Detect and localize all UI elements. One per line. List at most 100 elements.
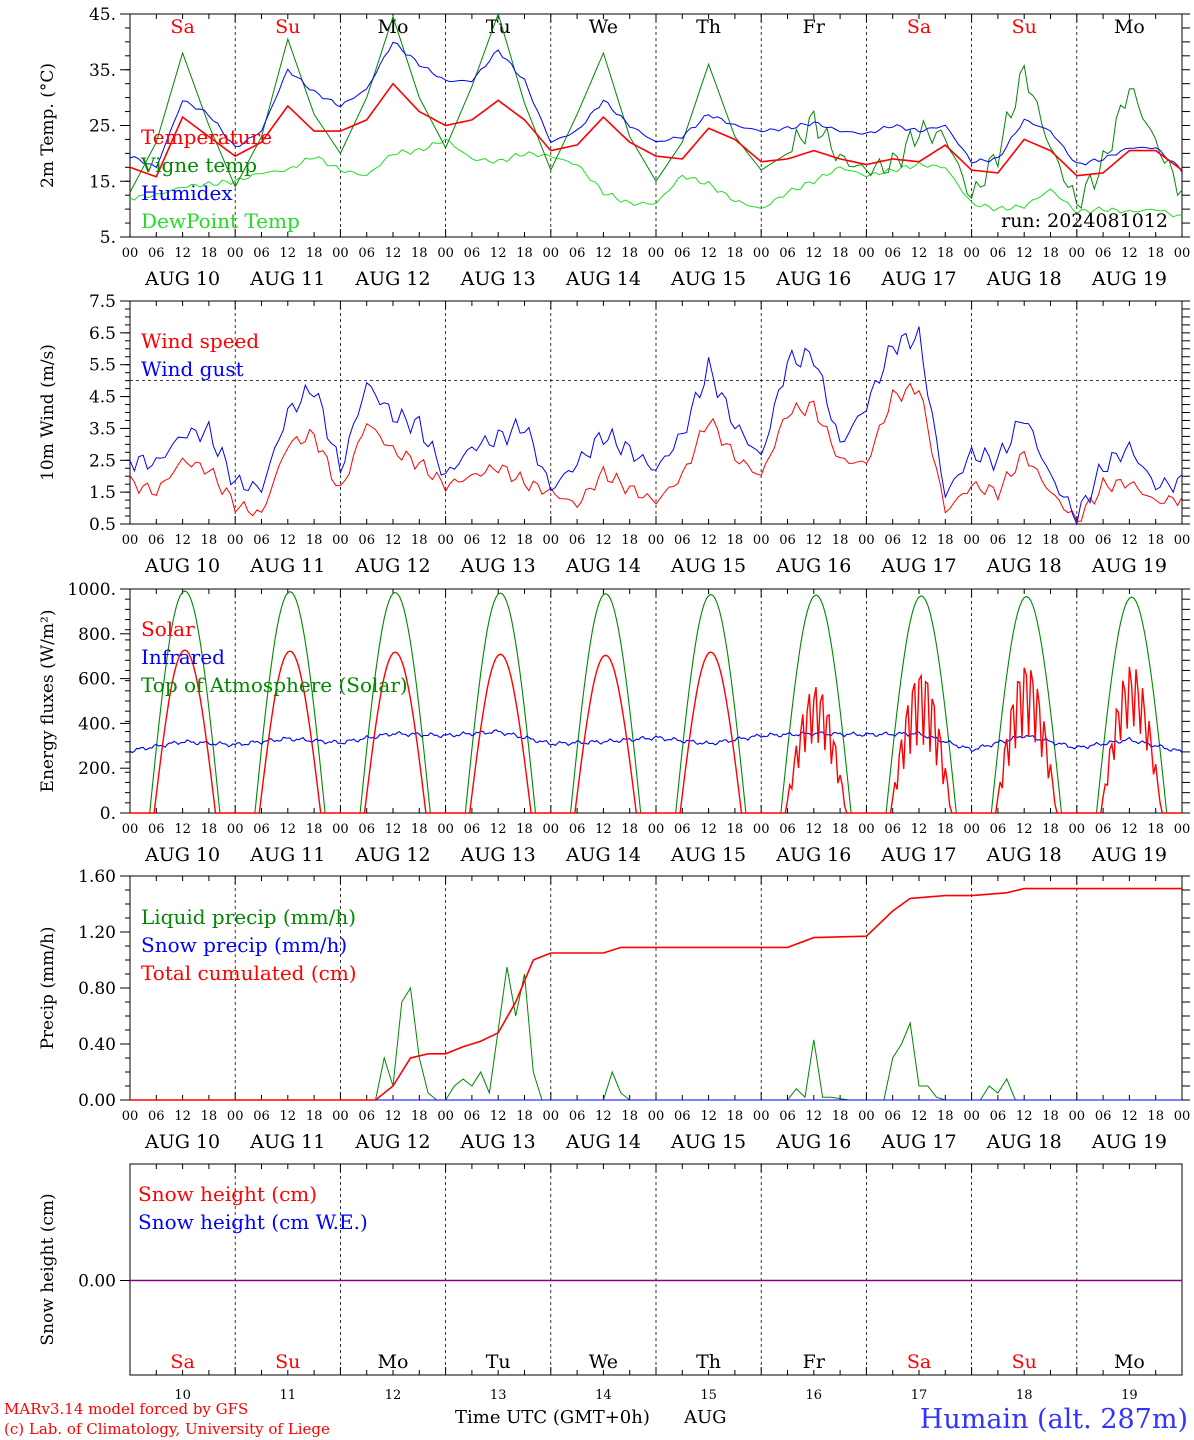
hour-tick-label: 00 xyxy=(648,1109,665,1124)
hour-tick-label: 12 xyxy=(1016,822,1033,837)
hour-tick-label: 18 xyxy=(306,246,323,261)
hour-tick-label: 00 xyxy=(753,533,770,548)
hour-tick-label: 00 xyxy=(858,533,875,548)
day-number-label: 11 xyxy=(280,1388,297,1403)
hour-tick-label: 00 xyxy=(753,822,770,837)
hour-tick-label: 06 xyxy=(253,822,270,837)
legend-entry: Snow precip (mm/h) xyxy=(141,933,347,957)
y-tick-label: 0. xyxy=(100,804,116,824)
hour-tick-label: 06 xyxy=(464,1109,481,1124)
hour-tick-label: 00 xyxy=(122,533,139,548)
hour-tick-label: 18 xyxy=(516,1109,533,1124)
weekday-label: Fr xyxy=(803,1351,826,1373)
hour-tick-label: 12 xyxy=(700,1109,717,1124)
weekday-label: Su xyxy=(1012,1351,1037,1373)
y-tick-label: 600. xyxy=(78,670,116,690)
hour-tick-label: 06 xyxy=(464,533,481,548)
hour-tick-label: 06 xyxy=(148,822,165,837)
hour-tick-label: 12 xyxy=(700,533,717,548)
hour-tick-label: 18 xyxy=(1147,246,1164,261)
date-label: AUG 14 xyxy=(565,1131,641,1153)
date-label: AUG 15 xyxy=(670,268,746,290)
hour-tick-label: 18 xyxy=(306,533,323,548)
hour-tick-label: 18 xyxy=(306,1109,323,1124)
weekday-label: Th xyxy=(696,1351,721,1373)
date-label: AUG 19 xyxy=(1091,268,1167,290)
hour-tick-label: 12 xyxy=(806,822,823,837)
hour-tick-label: 00 xyxy=(1069,822,1086,837)
y-tick-label: 35. xyxy=(89,61,116,81)
weekday-label: Su xyxy=(275,1351,300,1373)
hour-tick-label: 00 xyxy=(437,246,454,261)
hour-tick-label: 18 xyxy=(306,822,323,837)
y-tick-label: 1.60 xyxy=(78,867,116,887)
weekday-label: Fr xyxy=(803,16,826,38)
hour-tick-label: 12 xyxy=(280,533,297,548)
date-label: AUG 17 xyxy=(880,555,956,577)
weekday-label: Th xyxy=(696,16,721,38)
hour-tick-label: 12 xyxy=(280,246,297,261)
hour-tick-label: 12 xyxy=(595,533,612,548)
day-number-label: 18 xyxy=(1016,1388,1033,1403)
hour-tick-label: 00 xyxy=(1174,1109,1191,1124)
date-label: AUG 10 xyxy=(144,268,220,290)
hour-tick-label: 00 xyxy=(858,1109,875,1124)
y-axis-label: 10m Wind (m/s) xyxy=(38,344,58,481)
wind-panel: 0.5 1.5 2.5 3.5 4.5 5.5 6.5 7.5 10m Wind (m/s) 00… xyxy=(38,292,1190,577)
hour-tick-label: 18 xyxy=(1147,822,1164,837)
y-axis-label: 2m Temp. (°C) xyxy=(38,63,58,188)
hour-tick-label: 12 xyxy=(1016,533,1033,548)
hour-tick-label: 18 xyxy=(832,246,849,261)
legend-entry: Infrared xyxy=(141,645,225,669)
hour-tick-label: 00 xyxy=(648,246,665,261)
hour-tick-label: 18 xyxy=(937,246,954,261)
legend-entry: Temperature xyxy=(141,125,272,149)
y-tick-label: 5. xyxy=(100,228,116,248)
hour-tick-label: 18 xyxy=(937,822,954,837)
date-label: AUG 13 xyxy=(460,844,536,866)
hour-tick-label: 06 xyxy=(358,822,375,837)
date-label: AUG 12 xyxy=(354,268,430,290)
legend-entry: Liquid precip (mm/h) xyxy=(141,905,356,929)
hour-tick-label: 12 xyxy=(385,822,402,837)
weekday-label: Tu xyxy=(486,16,511,38)
date-label: AUG 13 xyxy=(460,268,536,290)
hour-tick-label: 00 xyxy=(1069,246,1086,261)
y-tick-label: 400. xyxy=(78,714,116,734)
hour-tick-label: 18 xyxy=(1042,1109,1059,1124)
date-label: AUG 18 xyxy=(986,268,1062,290)
precip-panel: 0.00 0.40 0.80 1.20 1.60 Precip (mm/h) 00 06 12 1… xyxy=(38,867,1190,1153)
weekday-label: Su xyxy=(275,16,300,38)
hour-tick-label: 12 xyxy=(1016,246,1033,261)
y-axis-label: Snow height (cm) xyxy=(38,1193,58,1345)
hour-tick-label: 18 xyxy=(727,1109,744,1124)
hour-tick-label: 12 xyxy=(1121,1109,1138,1124)
hour-tick-label: 18 xyxy=(201,1109,218,1124)
hour-tick-label: 12 xyxy=(1121,246,1138,261)
hour-tick-label: 00 xyxy=(963,822,980,837)
hour-tick-label: 18 xyxy=(937,533,954,548)
hour-tick-label: 06 xyxy=(674,246,691,261)
y-tick-label: 5.5 xyxy=(89,356,116,376)
hour-tick-label: 00 xyxy=(227,246,244,261)
hour-tick-label: 06 xyxy=(674,533,691,548)
weekday-label: Sa xyxy=(170,16,194,38)
day-number-label: 13 xyxy=(490,1388,507,1403)
hour-tick-label: 06 xyxy=(464,822,481,837)
hour-tick-label: 12 xyxy=(595,246,612,261)
hour-tick-label: 12 xyxy=(595,822,612,837)
hour-tick-label: 00 xyxy=(122,246,139,261)
temp-panel: 5. 15. 25. 35. 45. 2m Temp. (°C) 00 06 12 18 AUG 1… xyxy=(38,5,1190,290)
hour-tick-label: 06 xyxy=(253,533,270,548)
day-number-label: 14 xyxy=(595,1388,612,1403)
hour-tick-label: 12 xyxy=(490,533,507,548)
weekday-label: Mo xyxy=(378,16,409,38)
hour-tick-label: 18 xyxy=(411,533,428,548)
y-tick-label: 200. xyxy=(78,759,116,779)
hour-tick-label: 06 xyxy=(569,533,586,548)
hour-tick-label: 06 xyxy=(464,246,481,261)
hour-tick-label: 00 xyxy=(1069,533,1086,548)
hour-tick-label: 06 xyxy=(990,246,1007,261)
y-tick-label: 7.5 xyxy=(89,292,116,312)
